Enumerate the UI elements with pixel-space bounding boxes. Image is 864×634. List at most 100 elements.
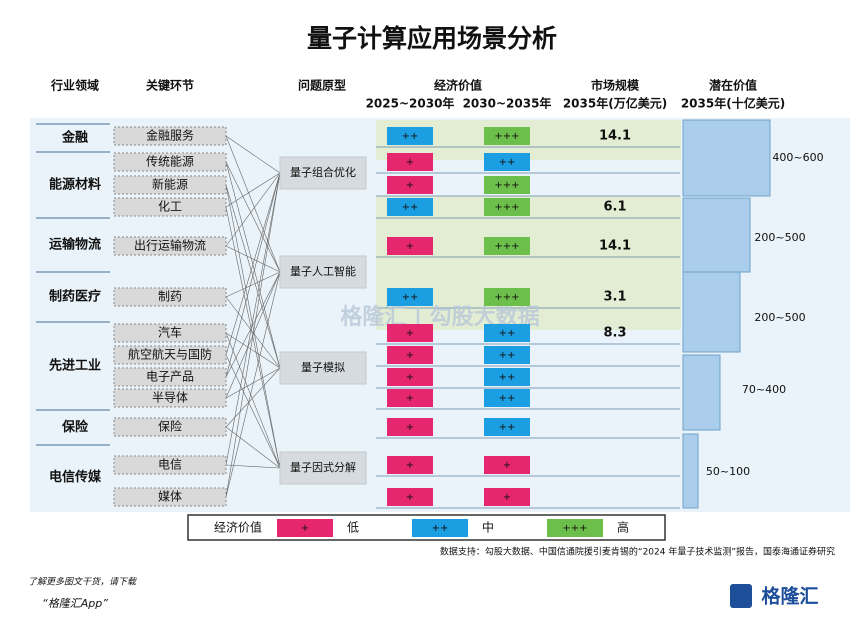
econ-cell	[387, 127, 433, 145]
econ-cell	[484, 346, 530, 364]
econ-cell	[387, 324, 433, 342]
potential-box	[682, 119, 771, 197]
industry: 保险	[61, 419, 89, 435]
econ-cell	[484, 176, 530, 194]
econ-symbol: +	[406, 180, 414, 191]
segment: 出行运输物流	[134, 238, 206, 253]
econ-cell	[484, 418, 530, 436]
econ-cell	[484, 237, 530, 255]
econ-cell	[387, 176, 433, 194]
econ-symbol: +++	[494, 241, 519, 252]
problem-box	[279, 451, 367, 485]
econ-symbol: +	[406, 460, 414, 471]
econ-symbol: +	[406, 393, 414, 404]
problem: 量子组合优化	[290, 165, 356, 179]
potential-box	[682, 271, 741, 353]
potential-label: 400~600	[772, 151, 823, 164]
header: 行业领域	[50, 78, 99, 93]
segment: 电信	[158, 458, 182, 472]
potential-box	[682, 354, 721, 431]
econ-symbol: ++	[499, 328, 516, 339]
potential-box	[682, 433, 699, 509]
header: 2030~2035年	[463, 96, 552, 111]
potential-label: 200~500	[754, 231, 805, 244]
segment: 电子产品	[146, 370, 194, 384]
header: 2035年(万亿美元)	[563, 96, 667, 111]
segment-box	[113, 455, 227, 475]
header: 经济价值	[434, 78, 482, 93]
econ-symbol: +++	[494, 202, 519, 213]
econ-cell	[484, 389, 530, 407]
segment: 保险	[158, 419, 182, 434]
industry: 先进工业	[49, 358, 101, 374]
footer-text: “格隆汇App”	[42, 597, 108, 610]
econ-symbol: +++	[494, 180, 519, 191]
header: 市场规模	[591, 78, 640, 93]
econ-cell	[387, 346, 433, 364]
econ-symbol: +	[406, 157, 414, 168]
legend-label: 低	[347, 521, 359, 535]
segment-box	[113, 197, 227, 217]
problem-box	[279, 156, 367, 190]
potential-label: 70~400	[742, 383, 786, 396]
connector	[225, 245, 281, 273]
connector	[225, 172, 281, 356]
connector	[225, 172, 281, 208]
legend-swatch	[547, 519, 603, 537]
segment-box	[113, 345, 227, 365]
econ-cell	[387, 418, 433, 436]
segment-box	[113, 367, 227, 387]
econ-symbol: ++	[499, 350, 516, 361]
title: 量子计算应用场景分析	[307, 24, 557, 53]
connector	[225, 172, 281, 378]
problem-box	[279, 255, 367, 289]
econ-symbol: +	[406, 372, 414, 383]
segment: 汽车	[158, 325, 182, 340]
connector	[225, 271, 281, 298]
econ-symbol: +	[406, 350, 414, 361]
problem-box	[279, 351, 367, 385]
problem: 量子人工智能	[290, 264, 356, 278]
header: 问题原型	[298, 78, 346, 93]
connector	[225, 296, 281, 369]
industry: 制药医疗	[49, 289, 101, 305]
market-value: 14.1	[599, 239, 631, 254]
econ-symbol: ++	[402, 131, 419, 142]
header: 2035年(十亿美元)	[681, 96, 785, 111]
potential-label: 200~500	[754, 311, 805, 324]
econ-symbol: +	[503, 460, 511, 471]
market-value: 3.1	[603, 290, 626, 305]
legend-label: 高	[617, 520, 629, 535]
econ-symbol: +	[406, 328, 414, 339]
econ-cell	[387, 288, 433, 306]
econ-cell	[484, 153, 530, 171]
econ-cell	[387, 368, 433, 386]
econ-cell	[484, 368, 530, 386]
connector	[225, 135, 281, 174]
segment-box	[113, 236, 227, 256]
problem: 量子模拟	[301, 360, 345, 374]
segment-box	[113, 487, 227, 507]
header: 2025~2030年	[366, 96, 455, 111]
industry: 电信传媒	[49, 469, 102, 485]
econ-cell	[484, 198, 530, 216]
industry: 运输物流	[49, 237, 101, 253]
problem: 量子因式分解	[290, 460, 356, 474]
market-value: 6.1	[603, 200, 626, 215]
econ-cell	[484, 456, 530, 474]
econ-cell	[387, 488, 433, 506]
econ-cell	[484, 324, 530, 342]
logo-icon	[730, 584, 752, 608]
segment: 航空航天与国防	[128, 347, 212, 362]
legend-label: 中	[482, 520, 494, 535]
segment: 新能源	[152, 177, 188, 192]
segment-box	[113, 388, 227, 408]
econ-symbol: +	[406, 241, 414, 252]
econ-cell	[387, 456, 433, 474]
header: 关键环节	[146, 78, 194, 93]
connector	[225, 172, 281, 466]
header: 潜在价值	[709, 78, 757, 93]
econ-symbol: ++	[499, 372, 516, 383]
potential-box	[682, 197, 751, 273]
segment: 媒体	[158, 490, 182, 504]
